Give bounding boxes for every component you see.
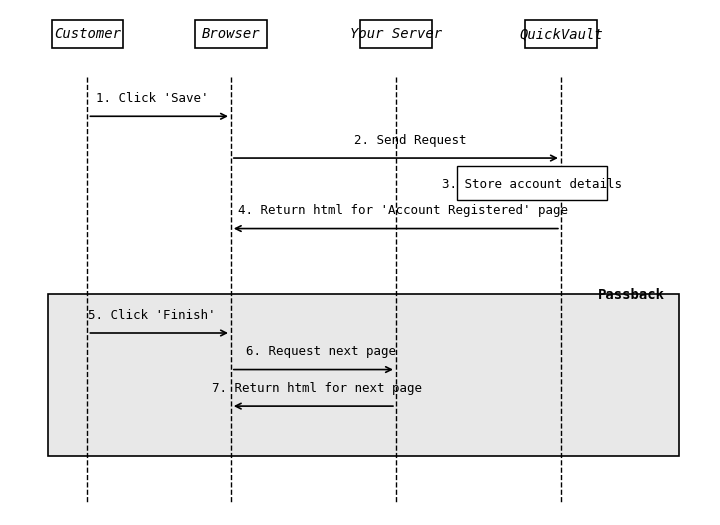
Text: Browser: Browser [202, 27, 260, 41]
FancyBboxPatch shape [52, 19, 123, 48]
FancyBboxPatch shape [48, 294, 679, 456]
Text: Your Server: Your Server [350, 27, 442, 41]
FancyBboxPatch shape [360, 19, 432, 48]
Text: 3. Store account details: 3. Store account details [442, 177, 622, 191]
Text: 4. Return html for 'Account Registered' page: 4. Return html for 'Account Registered' … [238, 204, 568, 217]
Text: 5. Click 'Finish': 5. Click 'Finish' [89, 309, 216, 321]
Text: 7. Return html for next page: 7. Return html for next page [212, 382, 422, 395]
Text: Passback: Passback [598, 288, 665, 302]
Text: 6. Request next page: 6. Request next page [246, 345, 395, 358]
FancyBboxPatch shape [195, 19, 267, 48]
Text: Customer: Customer [54, 27, 121, 41]
FancyBboxPatch shape [456, 166, 608, 200]
Text: QuickVault: QuickVault [519, 27, 603, 41]
FancyBboxPatch shape [525, 19, 597, 48]
Text: 1. Click 'Save': 1. Click 'Save' [96, 92, 208, 105]
Text: 2. Send Request: 2. Send Request [354, 133, 467, 146]
